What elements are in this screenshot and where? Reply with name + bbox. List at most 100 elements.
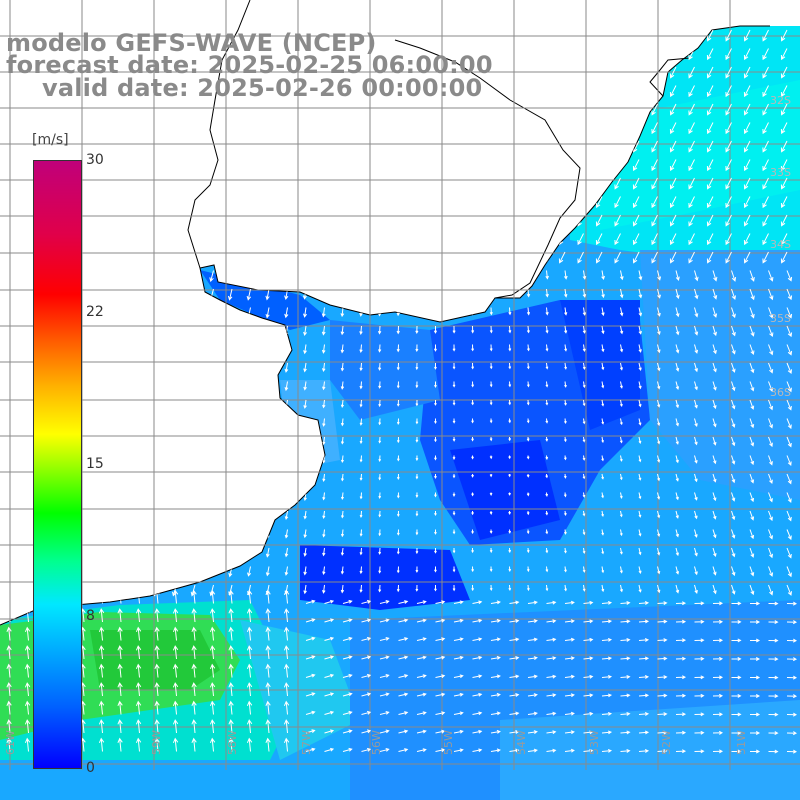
wind-arrow xyxy=(780,122,788,135)
wind-arrow xyxy=(509,748,520,753)
wind-arrow xyxy=(246,626,253,641)
wind-arrow xyxy=(675,619,687,624)
wind-arrow xyxy=(582,510,586,517)
wind-arrow xyxy=(434,363,437,370)
wind-arrow xyxy=(472,600,483,605)
wind-arrow xyxy=(342,618,353,623)
wind-arrow xyxy=(359,399,363,408)
wind-arrow xyxy=(780,214,788,227)
wind-arrow xyxy=(508,566,512,573)
model-title: modelo GEFS-WAVE (NCEP) xyxy=(6,29,377,57)
wind-arrow xyxy=(657,529,661,537)
wind-arrow xyxy=(762,103,769,116)
wind-arrow xyxy=(508,547,512,554)
wind-arrow xyxy=(324,692,335,697)
wind-arrow xyxy=(526,399,530,406)
colorbar-unit: [m/s] xyxy=(32,132,69,148)
wind-arrow xyxy=(582,492,586,498)
wind-arrow xyxy=(453,711,464,716)
wind-arrow xyxy=(322,492,326,501)
wind-arrow xyxy=(191,737,197,752)
wind-arrow xyxy=(6,737,12,752)
wind-arrow xyxy=(768,270,774,282)
wind-arrow xyxy=(396,547,400,555)
wind-arrow xyxy=(675,436,679,445)
wind-arrow xyxy=(135,663,142,678)
wind-arrow xyxy=(601,584,605,593)
wind-arrow xyxy=(675,584,680,594)
wind-arrow xyxy=(750,749,761,754)
wind-arrow xyxy=(545,529,549,535)
wind-arrow xyxy=(688,122,695,135)
wind-arrow xyxy=(675,638,687,643)
wind-arrow xyxy=(694,749,705,754)
wind-arrow xyxy=(731,693,742,698)
wind-arrow xyxy=(24,626,31,641)
wind-arrow xyxy=(398,618,409,623)
wind-arrow xyxy=(284,547,289,558)
wind-arrow xyxy=(712,566,717,576)
wind-arrow xyxy=(601,600,613,605)
wind-arrow xyxy=(712,510,717,520)
wind-arrow xyxy=(712,307,718,318)
wind-arrow xyxy=(743,85,751,98)
wind-arrow xyxy=(749,436,755,447)
wind-arrow xyxy=(472,729,483,734)
wind-arrow xyxy=(564,418,567,425)
wind-arrow xyxy=(508,418,512,424)
wind-arrow xyxy=(675,325,680,336)
wind-arrow xyxy=(135,700,142,715)
wind-arrow xyxy=(780,196,788,209)
wind-arrow xyxy=(378,399,382,408)
wind-arrow xyxy=(361,692,372,697)
wind-arrow xyxy=(283,737,290,752)
wind-arrow xyxy=(725,177,732,190)
wind-arrow xyxy=(688,140,695,153)
wind-arrow xyxy=(725,85,732,98)
wind-arrow xyxy=(675,381,680,391)
wind-arrow xyxy=(434,474,437,479)
wind-arrow xyxy=(669,122,677,135)
wind-arrow xyxy=(582,362,586,371)
wind-arrow xyxy=(712,638,724,643)
wind-arrow xyxy=(322,436,326,446)
wind-arrow xyxy=(283,663,290,678)
wind-arrow xyxy=(619,455,623,462)
wind-arrow xyxy=(638,288,643,299)
wind-arrow xyxy=(762,85,769,98)
wind-arrow xyxy=(191,663,197,678)
wind-arrow xyxy=(453,692,464,697)
latitude-labels: 32S 33S 34S 35S 36S xyxy=(770,94,791,399)
wind-arrow xyxy=(595,251,603,264)
wind-arrow xyxy=(415,436,419,443)
wind-arrow xyxy=(527,637,538,642)
wind-arrow xyxy=(768,399,773,411)
wind-arrow xyxy=(471,325,475,334)
wind-arrow xyxy=(675,656,687,661)
wind-arrow xyxy=(601,529,605,536)
wind-arrow xyxy=(583,600,594,605)
wind-arrow xyxy=(359,566,363,575)
wind-arrow xyxy=(117,645,123,660)
wind-arrow xyxy=(743,196,751,209)
wind-arrow xyxy=(490,729,501,734)
wind-arrow xyxy=(619,529,623,537)
wind-arrow xyxy=(321,362,326,373)
wind-arrow xyxy=(638,399,642,408)
wind-arrow xyxy=(508,529,512,534)
wind-arrow xyxy=(620,712,631,716)
wind-arrow xyxy=(780,140,788,153)
wind-arrow xyxy=(361,673,372,678)
wind-arrow xyxy=(651,214,658,227)
wind-arrow xyxy=(750,675,761,680)
wind-arrow xyxy=(545,270,549,280)
wind-arrow xyxy=(489,325,493,334)
wind-arrow xyxy=(322,418,326,427)
wind-arrow xyxy=(435,729,446,734)
wind-arrow xyxy=(526,547,530,554)
wind-arrow xyxy=(694,344,699,354)
wind-arrow xyxy=(749,492,755,503)
wind-arrow xyxy=(582,436,586,443)
colorbar xyxy=(33,160,82,769)
wind-arrow xyxy=(526,492,530,497)
